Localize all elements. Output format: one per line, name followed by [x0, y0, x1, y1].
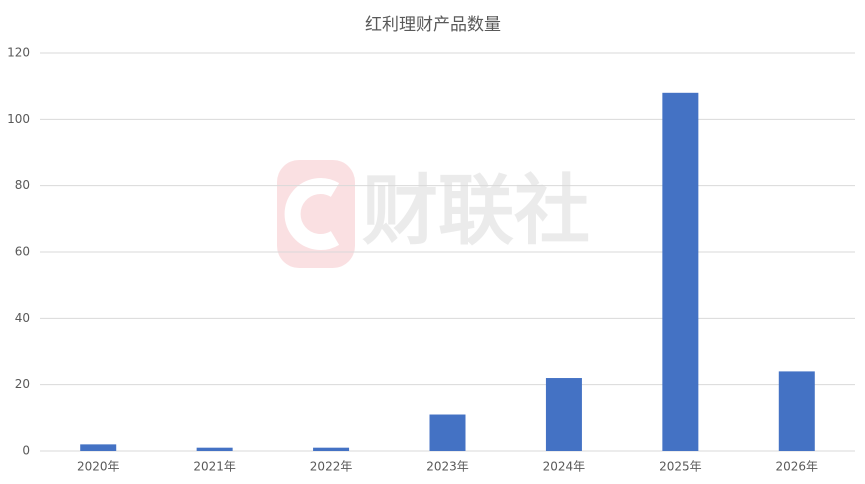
bar: [778, 371, 815, 451]
chart-title: 红利理财产品数量: [365, 15, 501, 35]
bar: [429, 414, 466, 451]
x-tick-label: 2023年: [426, 460, 469, 474]
x-tick-label: 2020年: [77, 460, 120, 474]
x-tick-label: 2022年: [310, 460, 353, 474]
y-tick-label: 40: [15, 311, 30, 325]
bar: [313, 447, 350, 451]
x-tick-label: 2026年: [776, 460, 819, 474]
y-tick-label: 60: [15, 245, 30, 259]
y-tick-label: 120: [7, 46, 30, 60]
y-tick-label: 20: [15, 377, 30, 391]
y-tick-label: 80: [15, 178, 30, 192]
bar: [545, 378, 582, 451]
bar: [80, 444, 117, 451]
bar: [662, 92, 699, 452]
y-tick-label: 100: [7, 112, 30, 126]
x-tick-label: 2025年: [659, 460, 702, 474]
x-tick-label: 2021年: [193, 460, 236, 474]
watermark-text: 财联社: [362, 166, 590, 255]
bar: [196, 447, 233, 451]
x-tick-label: 2024年: [543, 460, 586, 474]
y-tick-label: 0: [22, 444, 30, 458]
